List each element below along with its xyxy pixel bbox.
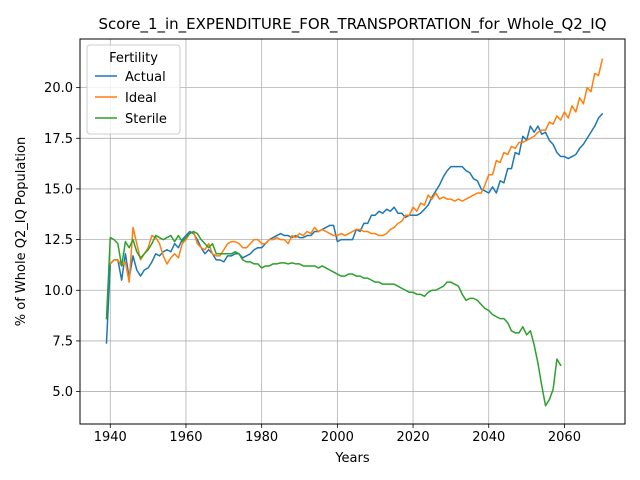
x-tick-label: 2000 bbox=[321, 430, 354, 445]
x-tick-label: 1980 bbox=[245, 430, 278, 445]
legend-label-sterile: Sterile bbox=[125, 112, 167, 127]
legend-label-ideal: Ideal bbox=[125, 91, 157, 106]
y-axis-label: % of Whole Q2_IQ Population bbox=[14, 137, 29, 326]
x-tick-label: 1960 bbox=[169, 430, 202, 445]
x-tick-label: 2060 bbox=[548, 430, 581, 445]
legend-label-actual: Actual bbox=[125, 70, 166, 85]
x-axis-label: Years bbox=[334, 451, 370, 466]
plot-frame bbox=[79, 38, 626, 425]
legend-title: Fertility bbox=[109, 51, 158, 66]
legend: Fertility Actual Ideal Sterile bbox=[86, 44, 181, 135]
y-tick-label: 7.5 bbox=[52, 334, 73, 349]
legend-box bbox=[86, 44, 181, 135]
y-tick-label: 12.5 bbox=[44, 233, 73, 248]
y-tick-label: 10.0 bbox=[44, 284, 73, 299]
chart-title: Score_1_in_EXPENDITURE_FOR_TRANSPORTATIO… bbox=[98, 15, 606, 34]
legend-entries: Actual Ideal Sterile bbox=[95, 70, 167, 127]
y-tick-label: 17.5 bbox=[44, 132, 73, 147]
axis-ticks: 1940 1960 1980 2000 2020 2040 2060 5.0 7.5 10.0 12… bbox=[44, 81, 581, 445]
series-line-actual bbox=[105, 112, 604, 344]
y-tick-label: 5.0 bbox=[52, 385, 73, 400]
series-line-sterile bbox=[105, 230, 562, 407]
x-tick-label: 2020 bbox=[397, 430, 430, 445]
y-tick-label: 20.0 bbox=[44, 81, 73, 96]
x-tick-label: 1940 bbox=[94, 430, 127, 445]
x-tick-label: 2040 bbox=[472, 430, 505, 445]
y-tick-label: 15.0 bbox=[44, 182, 73, 197]
series-lines bbox=[105, 58, 604, 407]
